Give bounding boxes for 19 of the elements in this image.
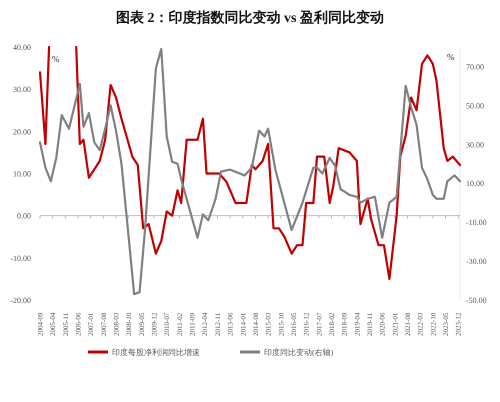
y-tick-label: 40.00 [13, 43, 31, 52]
y2-tick-label: -10.00 [466, 218, 487, 228]
y2-tick-label: 10.00 [466, 179, 484, 188]
y2-axis-title: % [447, 52, 455, 62]
y-tick-label: -20.00 [10, 296, 31, 305]
y2-tick-label: 30.00 [466, 140, 484, 150]
chart-title: 图表 2：印度指数同比变动 vs 盈利同比变动 [116, 9, 384, 26]
y2-tick-label: 50.00 [466, 101, 484, 110]
y-tick-label: 10.00 [13, 170, 31, 178]
legend-label: 印度同比变动(右轴) [264, 348, 334, 357]
y-axis-title: % [52, 54, 60, 64]
y2-tick-label: -30.00 [466, 257, 487, 266]
y-tick-label: -10.00 [10, 254, 31, 263]
legend-label: 印度每股净利润同比增速 [112, 348, 200, 357]
y-tick-label: 30.00 [13, 85, 31, 94]
y-tick-label: 20.00 [13, 127, 31, 136]
y-tick-label: 0.00 [17, 212, 31, 221]
y2-tick-label: -50.00 [466, 296, 487, 305]
y2-tick-label: 70.00 [466, 62, 484, 72]
